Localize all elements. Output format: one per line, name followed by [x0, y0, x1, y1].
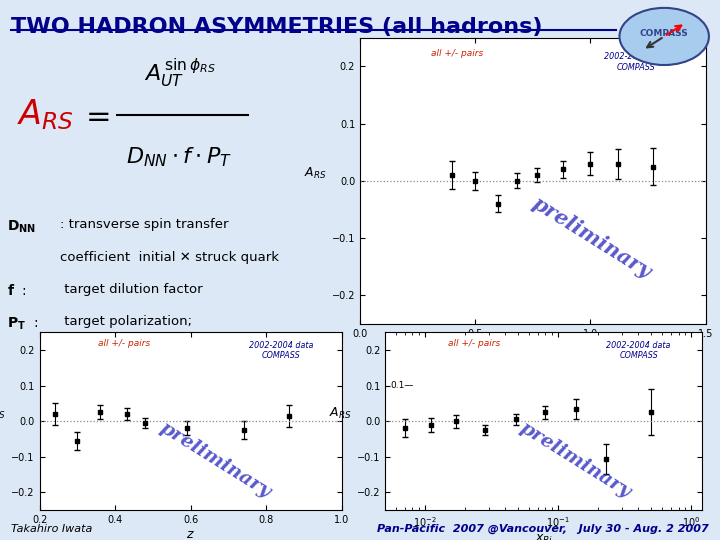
Text: 2002-2004 data
COMPASS: 2002-2004 data COMPASS — [249, 341, 314, 360]
Text: 0.1—: 0.1— — [390, 381, 413, 390]
Text: $\mathbf{f}$  :: $\mathbf{f}$ : — [7, 283, 27, 298]
Text: : transverse spin transfer: : transverse spin transfer — [60, 218, 229, 231]
Text: preliminary: preliminary — [516, 419, 634, 502]
Text: $\mathit{A}_{UT}^{\,\sin\phi_{RS}}$: $\mathit{A}_{UT}^{\,\sin\phi_{RS}}$ — [143, 56, 215, 90]
Text: Pan-Pacific  2007 @Vancouver,   July 30 - Aug. 2 2007: Pan-Pacific 2007 @Vancouver, July 30 - A… — [377, 523, 709, 534]
Text: $\mathbf{P_T}$  :: $\mathbf{P_T}$ : — [7, 315, 38, 332]
Y-axis label: $A_{RS}$: $A_{RS}$ — [304, 166, 326, 181]
Circle shape — [619, 8, 709, 65]
Text: target polarization;: target polarization; — [60, 315, 192, 328]
Text: coefficient  initial ✕ struck quark: coefficient initial ✕ struck quark — [60, 251, 279, 264]
Text: all +/- pairs: all +/- pairs — [431, 49, 483, 58]
Text: preliminary: preliminary — [528, 193, 654, 283]
Text: preliminary: preliminary — [156, 419, 274, 502]
Text: $=$: $=$ — [80, 100, 110, 130]
X-axis label: $z$: $z$ — [186, 528, 195, 540]
X-axis label: $M_{inv}$ [GeV/c$^2$]: $M_{inv}$ [GeV/c$^2$] — [496, 342, 570, 360]
X-axis label: $x_{Bj}$: $x_{Bj}$ — [534, 532, 553, 540]
Text: 2002-2004 data
COMPASS: 2002-2004 data COMPASS — [606, 341, 671, 360]
Y-axis label: $A_{RS}$: $A_{RS}$ — [0, 406, 6, 421]
Text: $\mathit{A}_{RS}$: $\mathit{A}_{RS}$ — [17, 98, 74, 132]
Text: all +/- pairs: all +/- pairs — [98, 339, 150, 348]
Text: Takahiro Iwata: Takahiro Iwata — [11, 523, 92, 534]
Text: $\mathbf{D_{NN}}$: $\mathbf{D_{NN}}$ — [7, 218, 36, 234]
Text: all +/- pairs: all +/- pairs — [448, 339, 500, 348]
Text: $\mathit{D}_{NN} \cdot \mathit{f} \cdot \mathit{P}_T$: $\mathit{D}_{NN} \cdot \mathit{f} \cdot … — [126, 145, 233, 169]
Text: 2002-2004 data
COMPASS: 2002-2004 data COMPASS — [604, 52, 669, 71]
Text: target dilution factor: target dilution factor — [60, 283, 203, 296]
Text: COMPASS: COMPASS — [640, 30, 688, 38]
Text: TWO HADRON ASYMMETRIES (all hadrons): TWO HADRON ASYMMETRIES (all hadrons) — [11, 17, 542, 37]
Y-axis label: $A_{RS}$: $A_{RS}$ — [329, 406, 351, 421]
